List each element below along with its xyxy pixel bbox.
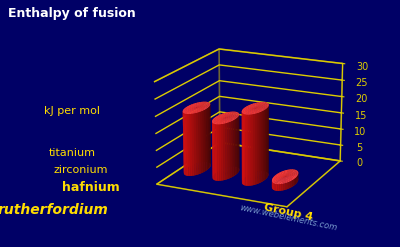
Text: hafnium: hafnium xyxy=(62,181,120,194)
Text: Enthalpy of fusion: Enthalpy of fusion xyxy=(8,7,136,21)
Text: rutherfordium: rutherfordium xyxy=(0,203,108,217)
Text: kJ per mol: kJ per mol xyxy=(44,106,100,116)
Text: zirconium: zirconium xyxy=(54,165,108,175)
Text: www.webelements.com: www.webelements.com xyxy=(238,203,338,232)
Text: Group 4: Group 4 xyxy=(263,202,313,223)
Text: titanium: titanium xyxy=(49,148,96,158)
